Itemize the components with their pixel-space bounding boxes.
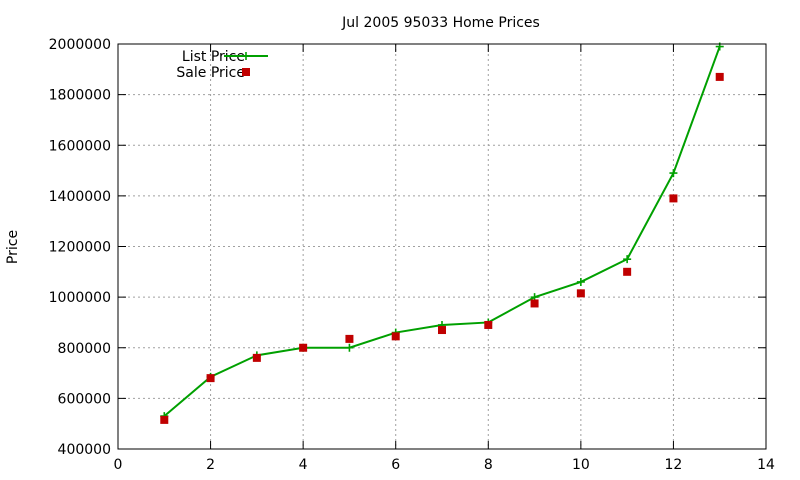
data-point <box>576 289 585 298</box>
x-tick-label: 14 <box>757 457 775 473</box>
y-tick-label: 400000 <box>58 442 111 458</box>
y-tick-label: 1400000 <box>49 189 111 205</box>
x-tick-label: 6 <box>391 457 400 473</box>
x-tick-label: 12 <box>665 457 683 473</box>
data-point <box>345 343 354 352</box>
data-point <box>252 353 261 362</box>
data-point <box>206 374 215 383</box>
x-ticks: 0 2 4 6 8 10 12 14 <box>114 44 775 473</box>
grid <box>118 44 766 449</box>
data-point <box>715 72 724 81</box>
data-point <box>345 334 354 343</box>
y-tick-label: 1800000 <box>49 88 111 104</box>
x-tick-label: 4 <box>299 457 308 473</box>
y-ticks: 400000 600000 800000 1000000 1200000 1400000 1… <box>49 37 766 458</box>
series-sale-price <box>160 72 724 424</box>
data-point <box>391 332 400 341</box>
y-tick-label: 800000 <box>58 341 111 357</box>
x-tick-label: 10 <box>572 457 590 473</box>
legend-label: Sale Price <box>176 65 245 81</box>
legend-marker <box>242 68 250 76</box>
x-tick-label: 0 <box>114 457 123 473</box>
legend-marker <box>242 52 250 60</box>
y-tick-label: 1000000 <box>49 290 111 306</box>
y-tick-label: 1200000 <box>49 240 111 256</box>
y-tick-label: 1600000 <box>49 138 111 154</box>
y-axis-label: Price <box>5 230 21 264</box>
data-point <box>669 169 678 178</box>
y-tick-label: 600000 <box>58 391 111 407</box>
series-layer <box>160 42 724 424</box>
data-point <box>484 320 493 329</box>
legend-label: List Price <box>182 49 245 65</box>
data-point <box>623 267 632 276</box>
data-point <box>530 299 539 308</box>
series-list-price <box>160 42 724 421</box>
data-point <box>576 277 585 286</box>
plot-frame <box>117 43 767 450</box>
x-tick-label: 2 <box>206 457 215 473</box>
data-point <box>160 415 169 424</box>
series-line <box>163 46 721 417</box>
data-point <box>669 194 678 203</box>
x-tick-label: 8 <box>484 457 493 473</box>
data-point <box>438 326 446 335</box>
data-point <box>299 343 308 352</box>
y-tick-label: 2000000 <box>49 37 111 53</box>
data-point <box>623 255 632 264</box>
chart-title: Jul 2005 95033 Home Prices <box>341 15 540 31</box>
